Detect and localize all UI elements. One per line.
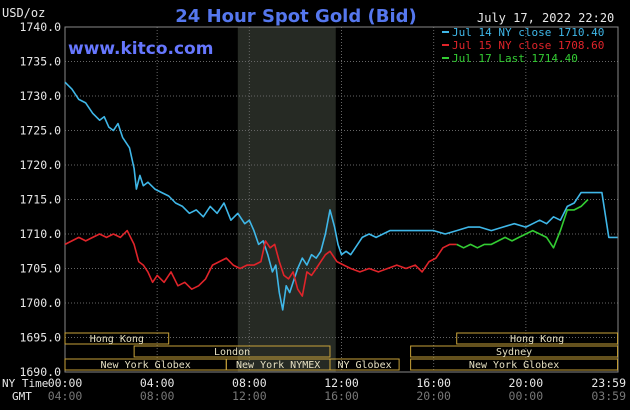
y-tick-label: 1695.0	[19, 331, 61, 345]
unit-label: USD/oz	[2, 6, 45, 20]
x-tick-label-gmt: 08:00	[140, 389, 175, 403]
market-label: Hong Kong	[510, 334, 564, 345]
market-session: Sydney	[410, 345, 619, 358]
x-axis-ticks: 00:00 04:00 08:00 12:00 16:00 20:00 23:5904:00…	[48, 376, 626, 403]
x-tick-label-ny: 16:00	[416, 376, 451, 390]
legend-entry: Jul 15 NY close 1708.60	[452, 39, 604, 52]
y-tick-label: 1730.0	[19, 89, 61, 103]
x-tick-label-ny: 12:00	[324, 376, 359, 390]
market-box	[456, 332, 619, 345]
market-label: New York NYMEX	[236, 360, 320, 371]
plot-frame	[64, 26, 619, 373]
market-box	[410, 358, 619, 371]
market-sessions: Hong Kong London New York Globex New York N…	[64, 332, 619, 371]
market-label: New York Globex	[100, 360, 190, 371]
y-tick-label: 1720.0	[19, 158, 61, 172]
axis-title-ny: NY Time	[2, 377, 48, 390]
timestamp: July 17, 2022 22:20	[477, 11, 614, 25]
market-session: New York NYMEX	[225, 358, 331, 371]
market-label: NY Globex	[337, 360, 391, 371]
y-tick-label: 1725.0	[19, 124, 61, 138]
series-layer	[64, 81, 618, 311]
y-axis-ticks: 1740.0 1735.0 1730.0 1725.0 1720.0 1715.0 1710…	[19, 20, 61, 379]
x-tick-label-gmt: 04:00	[48, 389, 83, 403]
market-label: London	[214, 347, 250, 358]
x-tick-label-gmt: 20:00	[416, 389, 451, 403]
market-label: Hong Kong	[90, 334, 144, 345]
market-session: Hong Kong	[64, 332, 170, 345]
x-tick-label-gmt: 12:00	[232, 389, 267, 403]
market-session: New York Globex	[410, 358, 619, 371]
series-line-2	[64, 229, 457, 297]
market-box	[329, 358, 400, 371]
y-tick-label: 1710.0	[19, 227, 61, 241]
legend-entry: Jul 14 NY close 1710.40	[452, 26, 604, 39]
legend-entry: Jul 17 Last 1714.40	[452, 52, 578, 65]
x-tick-label-ny: 23:59	[591, 376, 626, 390]
grid-lines	[64, 26, 619, 373]
market-box	[410, 345, 619, 358]
x-tick-label-ny: 20:00	[509, 376, 544, 390]
series-line-3	[456, 198, 589, 249]
x-tick-label-gmt: 03:59	[591, 389, 626, 403]
market-box	[64, 332, 170, 345]
y-tick-label: 1700.0	[19, 296, 61, 310]
market-session: London	[133, 345, 331, 358]
market-session: Hong Kong	[456, 332, 619, 345]
x-tick-label-gmt: 16:00	[324, 389, 359, 403]
x-tick-label-ny: 04:00	[140, 376, 175, 390]
x-tick-label-ny: 08:00	[232, 376, 267, 390]
y-tick-label: 1705.0	[19, 262, 61, 276]
chart-title: 24 Hour Spot Gold (Bid)	[175, 6, 416, 27]
nymex-shaded-region	[237, 27, 336, 372]
x-tick-label-gmt: 00:00	[509, 389, 544, 403]
market-box	[133, 345, 331, 358]
axis-title-gmt: GMT	[12, 390, 32, 403]
market-session: NY Globex	[329, 358, 400, 371]
y-tick-label: 1740.0	[19, 20, 61, 34]
y-tick-label: 1735.0	[19, 55, 61, 69]
series-line-1	[64, 81, 618, 311]
y-tick-label: 1715.0	[19, 193, 61, 207]
market-label: New York Globex	[469, 360, 559, 371]
x-tick-label-ny: 00:00	[48, 376, 83, 390]
y-tick-label: 1690.0	[19, 365, 61, 379]
brand-watermark: www.kitco.com	[68, 39, 213, 59]
market-label: Sydney	[496, 347, 532, 358]
